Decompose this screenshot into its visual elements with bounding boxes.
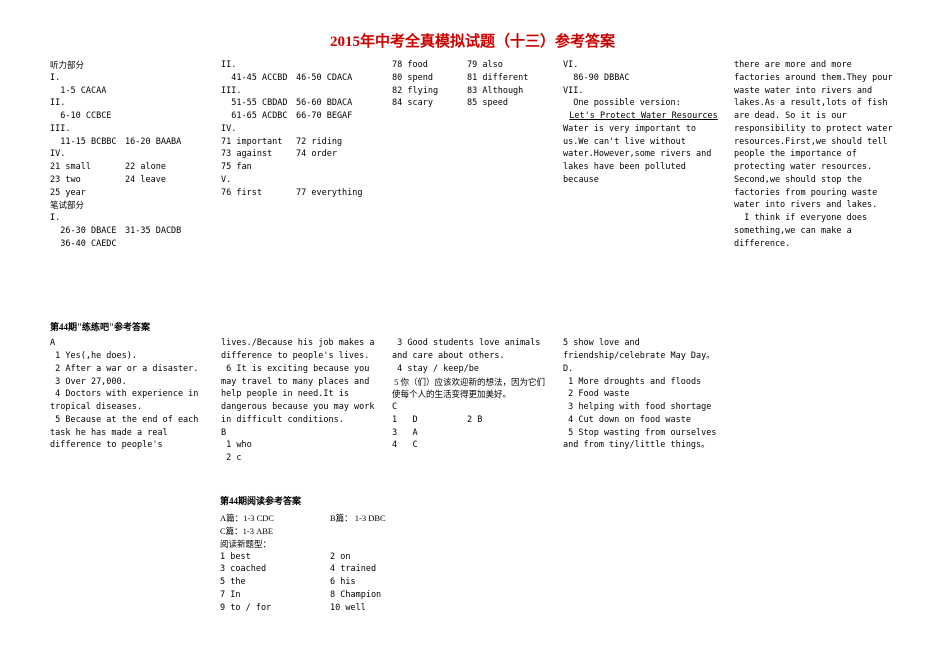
reading-a: A篇：1-3 CDC xyxy=(220,512,330,525)
gap-5-6: 5 the6 his xyxy=(220,576,895,589)
ans-41-50: 41-45 ACCBD 46-50 CDACA xyxy=(221,72,382,85)
essay-p2: there are more and more factories around… xyxy=(734,59,895,212)
reading-ab: A篇：1-3 CDC B篇： 1-3 DBC xyxy=(220,512,895,525)
gap-7-8: 7 In8 Champion xyxy=(220,589,895,602)
heading-d: D. xyxy=(563,363,724,376)
ans-11-20: 11-15 BCBBC 16-20 BAABA xyxy=(50,136,211,149)
s2-col4: 5 show love and friendship/celebrate May… xyxy=(563,337,724,465)
d-2: 2 Food waste xyxy=(563,388,724,401)
a-5a: 5 Because at the end of each task he has… xyxy=(50,414,211,452)
heading-listening: 听力部分 xyxy=(50,59,211,72)
ans-84-85: 84 scary85 speed xyxy=(392,97,553,110)
ans-51-60: 51-55 CBDAD 56-60 BDACA xyxy=(221,97,382,110)
essay-intro: One possible version: xyxy=(563,97,724,110)
heading-written: 笔试部分 xyxy=(50,199,211,212)
col-1: 听力部分 I. 1-5 CACAA II. 6-10 CCBCE III. 11… xyxy=(50,59,211,250)
s2-col2: lives./Because his job makes a differenc… xyxy=(221,337,382,465)
heading-a: A xyxy=(50,337,211,350)
b-5-cont: 5 show love and friendship/celebrate May… xyxy=(563,337,724,363)
sec-iii: III. xyxy=(221,85,382,98)
page-title: 2015年中考全真模拟试题（十三）参考答案 xyxy=(50,30,895,51)
essay-p3: I think if everyone does something,we ca… xyxy=(734,212,895,250)
ans-1-5: 1-5 CACAA xyxy=(50,85,211,98)
ans-71-72: 71 important72 riding xyxy=(221,136,382,149)
b-3: 3 Good students love animals and care ab… xyxy=(392,337,553,363)
b-2: 2 c xyxy=(221,452,382,465)
ans-21-22: 21 small22 alone xyxy=(50,161,211,174)
a-4: 4 Doctors with experience in tropical di… xyxy=(50,388,211,414)
heading-b: B xyxy=(221,427,382,440)
d-5: 5 Stop wasting from ourselves and from t… xyxy=(563,427,724,453)
reading-c: C篇：1-3 ABE xyxy=(220,525,895,538)
sec-2: II. xyxy=(50,97,211,110)
sec2-title: 第44期"练练吧"参考答案 xyxy=(50,320,895,333)
c-4: 4 C xyxy=(392,439,553,452)
b-5: 5 你（们）应该欢迎新的想法，因为它们使每个人的生活变得更加美好。 xyxy=(392,376,553,402)
b-4: 4 stay / keep/be xyxy=(392,363,553,376)
sec-vii: VII. xyxy=(563,85,724,98)
sec-3: III. xyxy=(50,123,211,136)
col-5: there are more and more factories around… xyxy=(734,59,895,250)
s2-col1: A 1 Yes(,he does). 2 After a war or a di… xyxy=(50,337,211,465)
ans-78-79: 78 food79 also xyxy=(392,59,553,72)
ans-23-24: 23 two24 leave xyxy=(50,174,211,187)
gap-9-10: 9 to / for10 well xyxy=(220,602,895,615)
sec-ii: II. xyxy=(221,59,382,72)
essay-title: Let's Protect Water Resources xyxy=(563,110,724,123)
ans-82-83: 82 flying83 Although xyxy=(392,85,553,98)
gap-1-2: 1 best2 on xyxy=(220,551,895,564)
a-2: 2 After a war or a disaster. xyxy=(50,363,211,376)
gap-3-4: 3 coached4 trained xyxy=(220,563,895,576)
heading-c: C xyxy=(392,401,553,414)
c-3: 3 A xyxy=(392,427,553,440)
s2-col5 xyxy=(734,337,895,465)
ans-86-90: 86-90 DBBAC xyxy=(563,72,724,85)
sec-4: IV. xyxy=(50,148,211,161)
d-4: 4 Cut down on food waste xyxy=(563,414,724,427)
a-3: 3 Over 27,000. xyxy=(50,376,211,389)
section-44-reading: 第44期阅读参考答案 A篇：1-3 CDC B篇： 1-3 DBC C篇：1-3… xyxy=(220,495,895,615)
ans-61-70: 61-65 ACDBC 66-70 BEGAF xyxy=(221,110,382,123)
ans-80-81: 80 spend81 different xyxy=(392,72,553,85)
sec-vi: VI. xyxy=(563,59,724,72)
sec-1: I. xyxy=(50,72,211,85)
ans-73-74: 73 against74 order xyxy=(221,148,382,161)
d-3: 3 helping with food shortage xyxy=(563,401,724,414)
essay-p1: Water is very important to us.We can't l… xyxy=(563,123,724,187)
ans-26-35: 26-30 DBACE 31-35 DACDB xyxy=(50,225,211,238)
a-6: 6 It is exciting because you may travel … xyxy=(221,363,382,427)
sec3-title: 第44期阅读参考答案 xyxy=(220,495,895,509)
section-44-practice: 第44期"练练吧"参考答案 A 1 Yes(,he does). 2 After… xyxy=(50,320,895,465)
ans-25: 25 year xyxy=(50,187,211,200)
a-1: 1 Yes(,he does). xyxy=(50,350,211,363)
main-answer-grid: 听力部分 I. 1-5 CACAA II. 6-10 CCBCE III. 11… xyxy=(50,59,895,250)
ans-76-77: 76 first77 everything xyxy=(221,187,382,200)
c-1-2: 1 D2 B xyxy=(392,414,553,427)
a-5b: lives./Because his job makes a differenc… xyxy=(221,337,382,363)
ans-36-40: 36-40 CAEDC xyxy=(50,238,211,251)
sec-iv: IV. xyxy=(221,123,382,136)
ans-75: 75 fan xyxy=(221,161,382,174)
b-1: 1 who xyxy=(221,439,382,452)
col-3: 78 food79 also 80 spend81 different 82 f… xyxy=(392,59,553,250)
sec-w1: I. xyxy=(50,212,211,225)
reading-b: B篇： 1-3 DBC xyxy=(330,512,386,525)
reading-new-type: 阅读新题型： xyxy=(220,538,895,551)
col-4: VI. 86-90 DBBAC VII. One possible versio… xyxy=(563,59,724,250)
d-1: 1 More droughts and floods xyxy=(563,376,724,389)
ans-6-10: 6-10 CCBCE xyxy=(50,110,211,123)
sec-v: V. xyxy=(221,174,382,187)
s2-col3: 3 Good students love animals and care ab… xyxy=(392,337,553,465)
col-2: II. 41-45 ACCBD 46-50 CDACA III. 51-55 C… xyxy=(221,59,382,250)
